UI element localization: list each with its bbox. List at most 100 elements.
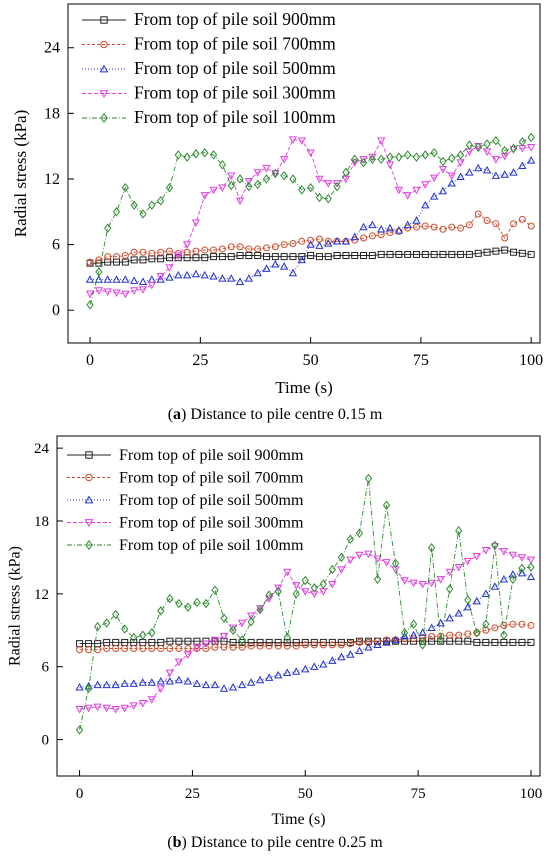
data-point [148,645,156,652]
data-point [104,258,112,266]
data-point [474,249,482,257]
data-point [359,157,368,168]
data-point [337,641,345,649]
data-point [265,595,274,604]
data-point [386,250,394,258]
data-point [219,684,229,692]
legend-swatch-marker [100,40,108,49]
data-point [301,641,309,649]
data-point [346,650,355,658]
y-tick-label: 0 [42,733,50,749]
data-point [120,679,129,687]
data-point [121,275,130,283]
data-point [292,589,300,599]
data-point [121,252,129,260]
data-point [403,192,412,200]
data-point [139,248,147,256]
x-axis-label: Time (s) [275,378,332,397]
data-point [373,555,382,563]
data-point [201,246,209,254]
data-point [368,252,376,260]
data-point [437,635,445,645]
legend-entry-2: From top of pile soil 700mm [82,34,336,54]
data-point [283,638,291,646]
data-point [439,156,447,167]
data-point [183,651,193,659]
data-point [148,627,156,638]
data-point [456,150,465,160]
data-point [93,621,102,632]
data-point [121,182,129,193]
legend-label: From top of pile soil 100mm [134,107,336,127]
data-point [465,168,474,176]
data-point [342,252,350,260]
data-point [292,638,300,646]
chart-panel-b: 0 25 50 75 100 0 6 12 18 24 Time (s) Radial stress … [7,435,542,828]
data-point [465,140,474,150]
data-point [328,641,336,649]
data-point [491,540,499,551]
data-point [457,250,465,258]
legend-label: From top of pile soil 900mm [119,447,304,464]
data-point [174,270,183,279]
data-point [148,255,156,263]
data-point [509,574,517,585]
data-point [174,254,182,262]
data-point [200,192,209,200]
data-point [337,566,346,574]
data-point [342,167,350,178]
data-point [227,253,235,261]
caption-a-label: a [173,406,182,423]
data-point [527,144,536,152]
data-point [280,241,288,249]
data-point [113,258,121,266]
data-point [412,250,420,258]
data-point [192,149,200,159]
data-point [244,274,254,282]
data-point [337,652,346,661]
data-point [359,222,368,231]
data-point [147,281,156,290]
data-point [86,258,94,266]
data-point [400,577,409,585]
data-point [84,683,93,694]
data-point [351,252,359,260]
legend-entry-5: From top of pile soil 100mm [82,107,336,127]
data-point [147,696,156,704]
series-3 [85,156,536,285]
data-point [174,252,183,260]
data-point [227,180,235,191]
data-point [104,253,112,261]
data-point [129,702,138,710]
data-point [245,252,253,260]
data-point [120,704,129,713]
data-point [509,638,517,646]
data-point [265,638,273,646]
y-tick-label: 6 [52,237,60,254]
legend-swatch-marker [84,495,94,504]
data-point [400,627,409,638]
data-point [94,287,104,295]
data-point [156,275,165,283]
series-2 [76,620,535,654]
caption-a: (a) Distance to pile centre 0.15 m [167,406,383,423]
data-point [501,246,509,254]
caption-b-text: Distance to pile centre 0.25 m [190,834,383,851]
data-point [254,245,262,253]
data-point [319,641,327,649]
data-point [492,135,500,146]
legend-swatch-marker [84,519,94,528]
data-point [297,137,306,146]
data-point [104,223,112,233]
data-point [201,640,211,648]
data-point [245,245,253,253]
legend-entry-2: From top of pile soil 700mm [67,470,304,487]
data-point [368,232,376,240]
data-point [102,704,111,713]
data-point [201,680,211,689]
data-point [341,236,351,245]
x-axis-label: Time (s) [271,811,325,828]
data-point [482,148,492,156]
data-point [446,584,454,594]
data-point [283,632,291,643]
